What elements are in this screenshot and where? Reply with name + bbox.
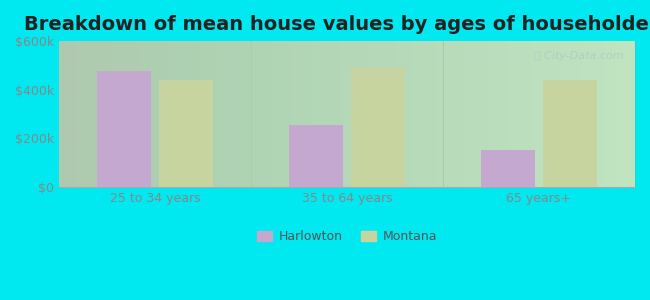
Bar [289,125,343,187]
Bar [543,80,597,187]
Bar [159,80,213,187]
Text: Ⓜ City-Data.com: Ⓜ City-Data.com [534,51,623,61]
Legend: Harlowton, Montana: Harlowton, Montana [252,225,442,248]
Title: Breakdown of mean house values by ages of householders: Breakdown of mean house values by ages o… [24,15,650,34]
Bar [482,151,535,187]
Bar [351,68,404,187]
Bar [98,71,151,187]
